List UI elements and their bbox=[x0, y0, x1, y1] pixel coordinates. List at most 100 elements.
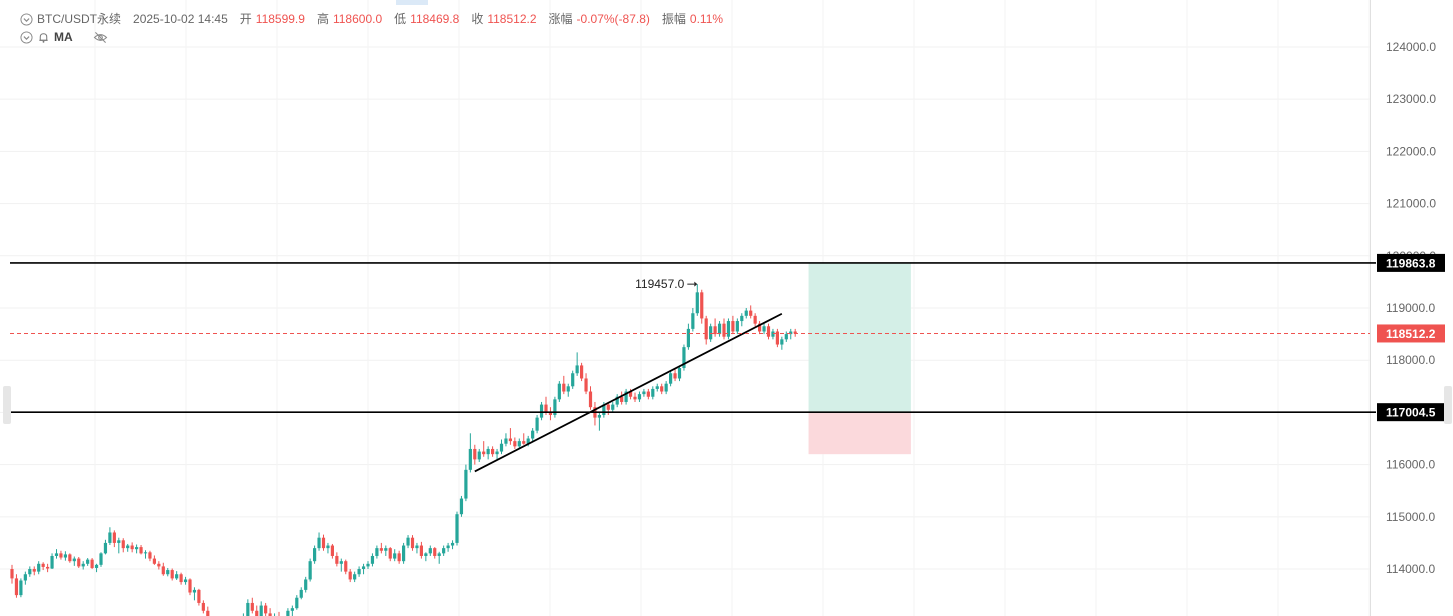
bell-icon[interactable] bbox=[37, 31, 50, 44]
candle-body bbox=[726, 321, 731, 337]
candle-body bbox=[108, 532, 112, 543]
candle-body bbox=[19, 580, 23, 596]
datetime-label: 2025-10-02 14:45 bbox=[133, 12, 228, 26]
candle-body bbox=[433, 548, 437, 556]
candle-body bbox=[112, 532, 116, 543]
peak-price-annotation: 119457.0 bbox=[635, 277, 684, 291]
candle-body bbox=[384, 548, 388, 551]
candle-body bbox=[628, 391, 633, 397]
candle-body bbox=[375, 548, 379, 556]
candle-body bbox=[148, 552, 152, 559]
eye-off-icon[interactable] bbox=[93, 31, 108, 44]
candle-body bbox=[535, 417, 539, 431]
change-value: -0.07%(-87.8) bbox=[576, 12, 650, 26]
candle-body bbox=[562, 383, 566, 392]
y-tick-label: 116000.0 bbox=[1386, 458, 1435, 472]
candle-body bbox=[81, 563, 85, 567]
candle-body bbox=[624, 391, 628, 402]
candle-body bbox=[526, 438, 530, 444]
candle-body bbox=[299, 589, 303, 598]
candle-body bbox=[397, 553, 401, 562]
candle-body bbox=[37, 563, 41, 572]
candle-body bbox=[673, 373, 677, 379]
candle-body bbox=[54, 553, 59, 556]
y-tick-label: 121000.0 bbox=[1386, 197, 1436, 211]
position-loss-zone bbox=[808, 412, 911, 455]
candle-body bbox=[86, 559, 90, 564]
candle-body bbox=[428, 548, 432, 554]
trendline bbox=[474, 312, 783, 473]
candle-body bbox=[713, 326, 717, 335]
amplitude-value: 0.11% bbox=[689, 12, 724, 26]
candle-body bbox=[731, 321, 735, 332]
candle-body bbox=[286, 610, 290, 616]
candle-body bbox=[103, 542, 108, 554]
y-tick-label: 119000.0 bbox=[1386, 301, 1435, 315]
low-value: 118469.8 bbox=[410, 12, 460, 26]
candle-body bbox=[268, 613, 272, 616]
candle-body bbox=[344, 561, 348, 572]
candle-body bbox=[499, 443, 504, 452]
candle-body bbox=[717, 323, 722, 335]
price-axis-border bbox=[1370, 0, 1371, 616]
candle-body bbox=[59, 553, 63, 558]
chevron-down-circle-icon[interactable] bbox=[20, 12, 33, 26]
candle-body bbox=[544, 404, 548, 413]
candle-body bbox=[90, 559, 94, 568]
close-label: 收 bbox=[471, 12, 484, 26]
chart-legend: BTC/USDT永续 2025-10-02 14:45 开 118599.9 高… bbox=[20, 10, 723, 46]
candle-body bbox=[370, 555, 375, 564]
candle-body bbox=[339, 561, 343, 564]
candle-body bbox=[442, 548, 446, 554]
candle-body bbox=[766, 326, 771, 337]
candle-body bbox=[348, 571, 352, 580]
candle-body bbox=[584, 378, 588, 392]
level-price-tag: 117004.5 bbox=[1386, 406, 1436, 420]
right-scroll-handle[interactable] bbox=[1444, 386, 1452, 424]
candle-body bbox=[522, 441, 526, 444]
candle-body bbox=[660, 386, 664, 392]
candle-body bbox=[633, 396, 637, 400]
candle-body bbox=[10, 569, 14, 579]
candle-body bbox=[513, 441, 517, 447]
candle-body bbox=[330, 545, 334, 556]
candle-body bbox=[304, 579, 308, 590]
candle-body bbox=[28, 569, 32, 575]
candle-body bbox=[553, 399, 557, 416]
candle-body bbox=[548, 412, 553, 416]
candle-body bbox=[602, 404, 606, 416]
candle-body bbox=[491, 448, 495, 455]
y-tick-label: 114000.0 bbox=[1386, 562, 1435, 576]
candle-body bbox=[117, 540, 121, 543]
candle-body bbox=[455, 514, 459, 543]
candle-body bbox=[740, 315, 744, 322]
candle-body bbox=[424, 553, 428, 556]
candle-body bbox=[695, 292, 699, 314]
candle-body bbox=[642, 391, 646, 395]
candle-body bbox=[406, 537, 410, 546]
left-scroll-handle[interactable] bbox=[3, 386, 11, 424]
candle-body bbox=[580, 365, 584, 379]
candle-body bbox=[259, 605, 263, 616]
y-tick-label: 115000.0 bbox=[1386, 510, 1435, 524]
candle-body bbox=[139, 547, 143, 554]
change-label: 涨幅 bbox=[548, 12, 573, 26]
candle-body bbox=[335, 555, 339, 564]
candle-body bbox=[539, 404, 544, 418]
candle-body bbox=[700, 292, 704, 319]
open-value: 118599.9 bbox=[255, 12, 305, 26]
candle-body bbox=[468, 448, 472, 470]
candle-body bbox=[410, 537, 415, 549]
candle-body bbox=[784, 334, 788, 340]
chevron-down-circle-icon[interactable] bbox=[20, 30, 33, 44]
grid bbox=[0, 0, 1370, 616]
candle-body bbox=[789, 331, 793, 335]
candle-body bbox=[366, 563, 370, 567]
candle-body bbox=[531, 430, 535, 439]
candle-body bbox=[459, 498, 464, 515]
candle-body bbox=[762, 326, 766, 332]
candle-body bbox=[321, 537, 326, 549]
candle-body bbox=[620, 396, 624, 402]
amplitude-label: 振幅 bbox=[661, 12, 686, 26]
